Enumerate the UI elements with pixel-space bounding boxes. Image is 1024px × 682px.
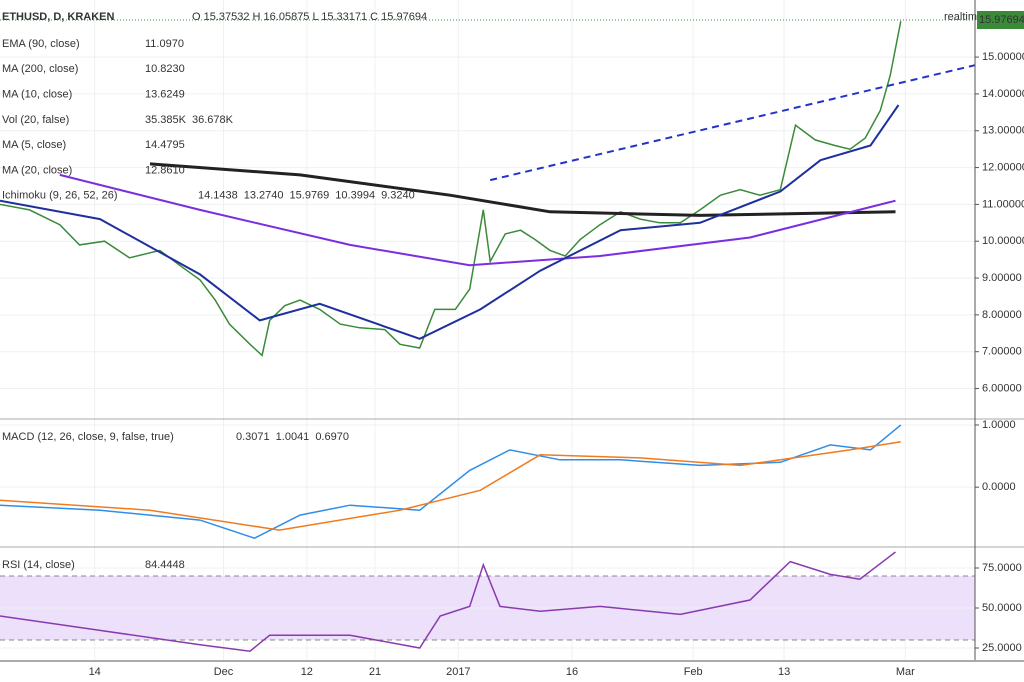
- y-tick-label: 50.0000: [982, 602, 1022, 614]
- legend-label: RSI (14, close): [2, 559, 75, 571]
- y-tick-label: 1.0000: [982, 419, 1016, 431]
- legend-label: MACD (12, 26, close, 9, false, true): [2, 431, 174, 443]
- legend-value: 15.9769: [290, 190, 330, 202]
- legend-value: 0.6970: [315, 431, 349, 443]
- y-tick-label: 13.00000: [982, 125, 1024, 137]
- legend-value: 84.4448: [145, 559, 185, 571]
- legend-label: Ichimoku (9, 26, 52, 26): [2, 190, 118, 202]
- legend-label: MA (5, close): [2, 139, 66, 151]
- y-tick-label: 75.0000: [982, 562, 1022, 574]
- y-tick-label: 10.00000: [982, 235, 1024, 247]
- series-line: [0, 424, 902, 540]
- legend-label: EMA (90, close): [2, 38, 80, 50]
- legend-value: 10.3994: [335, 190, 375, 202]
- y-tick-label: 8.00000: [982, 309, 1022, 321]
- series-line: [59, 173, 896, 267]
- y-tick-label: 6.00000: [982, 382, 1022, 394]
- legend-value: 36.678K: [192, 114, 234, 126]
- legend-label: MA (20, close): [2, 164, 72, 176]
- y-tick-label: 12.00000: [982, 161, 1024, 173]
- legend-value: 13.6249: [145, 89, 185, 101]
- price-tag-label: 15.97694: [979, 14, 1024, 26]
- symbol-title: ETHUSD, D, KRAKEN: [2, 11, 115, 23]
- series-line: [0, 104, 900, 340]
- x-tick-label: 13: [778, 666, 790, 678]
- x-tick-label: Feb: [684, 666, 703, 678]
- realtime: realtime: [944, 11, 983, 23]
- y-tick-label: 9.00000: [982, 272, 1022, 284]
- x-tick-label: Dec: [214, 666, 234, 678]
- legend-value: 1.0041: [276, 431, 310, 443]
- legend-value: 13.2740: [244, 190, 284, 202]
- legend-label: Vol (20, false): [2, 114, 69, 126]
- x-tick-label: 21: [369, 666, 381, 678]
- price-tag: [977, 11, 1024, 29]
- x-tick-label: 16: [566, 666, 578, 678]
- y-tick-label: 11.00000: [982, 198, 1024, 210]
- series-line: [0, 20, 902, 357]
- legend-value: 11.0970: [145, 38, 184, 50]
- legend-label: MA (200, close): [2, 63, 78, 75]
- legend-label: MA (10, close): [2, 89, 72, 101]
- y-tick-label: 15.00000: [982, 51, 1024, 63]
- x-tick-label: Mar: [896, 666, 915, 678]
- legend-value: 10.8230: [145, 63, 185, 75]
- series-line: [0, 551, 896, 652]
- x-tick-label: 2017: [446, 666, 470, 678]
- legend-value: 14.1438: [198, 190, 238, 202]
- series-line: [0, 441, 901, 531]
- y-tick-label: 14.00000: [982, 88, 1024, 100]
- legend-value: 12.8610: [145, 164, 185, 176]
- series-line: [489, 64, 976, 182]
- legend-value: 35.385K: [145, 114, 187, 126]
- series-line: [149, 162, 896, 217]
- y-tick-label: 0.0000: [982, 481, 1016, 493]
- ohlc: O 15.37532 H 16.05875 L 15.33171 C 15.97…: [192, 11, 427, 23]
- x-tick-label: 14: [89, 666, 101, 678]
- x-tick-label: 12: [301, 666, 313, 678]
- legend-value: 14.4795: [145, 139, 185, 151]
- legend-value: 0.3071: [236, 431, 270, 443]
- legend-value: 9.3240: [381, 190, 415, 202]
- y-tick-label: 7.00000: [982, 346, 1022, 358]
- y-tick-label: 25.0000: [982, 642, 1022, 654]
